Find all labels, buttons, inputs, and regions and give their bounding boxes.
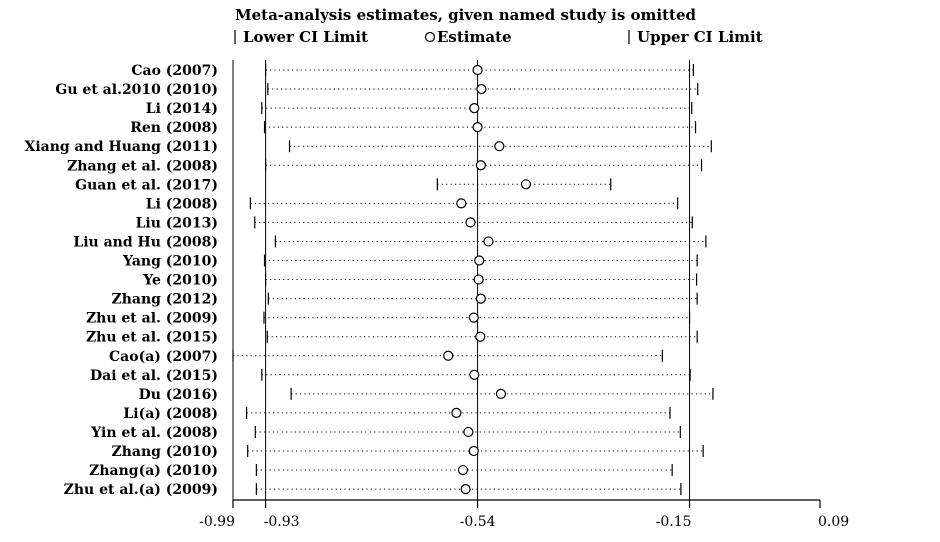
legend-estimate-marker xyxy=(424,31,436,43)
legend-estimate-label: Estimate xyxy=(437,28,512,46)
legend-upper-label: Upper CI Limit xyxy=(637,28,763,46)
study-row: Zhu et al. (2009) xyxy=(86,311,691,327)
estimate-marker xyxy=(475,160,486,171)
study-label: Zhang (2010) xyxy=(111,444,218,460)
study-label: Zhang(a) (2010) xyxy=(89,463,218,479)
study-row: Yin et al. (2008) xyxy=(90,425,681,441)
study-row: Zhang et al. (2008) xyxy=(67,158,703,174)
x-tick-label: -0.99 xyxy=(199,514,235,530)
study-row: Liu and Hu (2008) xyxy=(73,234,707,250)
estimate-marker xyxy=(472,122,483,133)
estimate-marker xyxy=(463,426,474,438)
estimate-marker xyxy=(474,255,485,266)
chart-title: Meta-analysis estimates, given named stu… xyxy=(235,6,697,24)
study-row: Cao(a) (2007) xyxy=(109,349,663,365)
study-label: Li(a) (2008) xyxy=(123,406,218,422)
study-row: Zhang (2010) xyxy=(111,444,704,460)
study-row: Zhang (2012) xyxy=(111,292,698,308)
study-label: Guan et al. (2017) xyxy=(75,177,218,193)
study-label: Zhu et al. (2009) xyxy=(86,311,218,327)
study-label: Du (2016) xyxy=(139,387,218,403)
study-label: Ren (2008) xyxy=(130,120,218,136)
estimate-marker xyxy=(465,217,476,228)
study-row: Ren (2008) xyxy=(130,120,697,136)
study-label: Liu (2013) xyxy=(136,215,218,231)
study-label: Li (2008) xyxy=(146,196,218,212)
legend-lower-label: Lower CI Limit xyxy=(243,28,368,46)
study-label: Cao (2007) xyxy=(131,63,218,79)
legend: Lower CI Limit Estimate Upper CI Limit xyxy=(234,28,763,46)
study-label: Yin et al. (2008) xyxy=(90,425,218,441)
estimate-marker xyxy=(475,331,486,342)
study-row: Zhu et al. (2015) xyxy=(86,330,698,346)
x-tick-label: 0.09 xyxy=(818,514,849,530)
estimate-marker xyxy=(460,484,471,495)
estimate-marker xyxy=(472,64,483,76)
study-row: Gu et al.2010 (2010) xyxy=(55,82,699,98)
estimate-marker xyxy=(476,83,487,95)
study-label: Zhu et al. (2015) xyxy=(86,330,218,346)
study-rows: Cao (2007) Gu et al.2010 (2010) Li (2014) R… xyxy=(24,63,714,498)
x-axis: -0.99 -0.93 -0.54 -0.15 0.09 xyxy=(199,499,849,530)
study-label: Li (2014) xyxy=(146,101,218,117)
study-row: Du (2016) xyxy=(139,387,714,403)
study-label: Zhang et al. (2008) xyxy=(67,158,218,174)
study-label: Cao(a) (2007) xyxy=(109,349,218,365)
x-tick-label: -0.54 xyxy=(460,514,496,530)
estimate-marker xyxy=(468,445,479,457)
estimate-marker xyxy=(494,141,505,152)
study-row: Li (2014) xyxy=(146,101,693,117)
study-row: Zhang(a) (2010) xyxy=(89,463,673,479)
estimate-marker xyxy=(443,350,454,361)
estimate-marker xyxy=(456,198,467,209)
study-label: Ye (2010) xyxy=(142,273,218,289)
study-row: Yang (2010) xyxy=(122,254,698,270)
estimate-marker xyxy=(469,369,480,380)
x-tick-label: -0.93 xyxy=(264,514,300,530)
estimate-marker xyxy=(468,312,479,323)
estimate-marker xyxy=(451,407,462,418)
study-label: Zhu et al.(a) (2009) xyxy=(64,482,218,498)
study-row: Zhu et al.(a) (2009) xyxy=(64,482,682,498)
study-row: Li(a) (2008) xyxy=(123,406,671,422)
estimate-marker xyxy=(483,236,494,247)
study-label: Zhang (2012) xyxy=(111,292,218,308)
study-label: Dai et al. (2015) xyxy=(90,368,218,384)
estimate-marker xyxy=(457,464,469,476)
study-row: Liu (2013) xyxy=(136,215,693,231)
study-row: Xiang and Huang (2011) xyxy=(24,139,712,155)
study-row: Li (2008) xyxy=(146,196,679,212)
study-row: Cao (2007) xyxy=(131,63,694,79)
study-row: Ye (2010) xyxy=(142,273,698,289)
study-label: Xiang and Huang (2011) xyxy=(24,139,218,155)
study-row: Dai et al. (2015) xyxy=(90,368,691,384)
study-row: Guan et al. (2017) xyxy=(75,177,612,193)
estimate-marker xyxy=(520,179,532,190)
study-label: Yang (2010) xyxy=(122,254,218,270)
x-tick-label: -0.15 xyxy=(656,514,692,530)
estimate-marker xyxy=(495,388,507,399)
estimate-marker xyxy=(475,293,486,304)
study-label: Liu and Hu (2008) xyxy=(73,234,218,250)
estimate-marker xyxy=(473,274,484,285)
study-label: Gu et al.2010 (2010) xyxy=(55,82,218,98)
estimate-marker xyxy=(469,102,480,114)
